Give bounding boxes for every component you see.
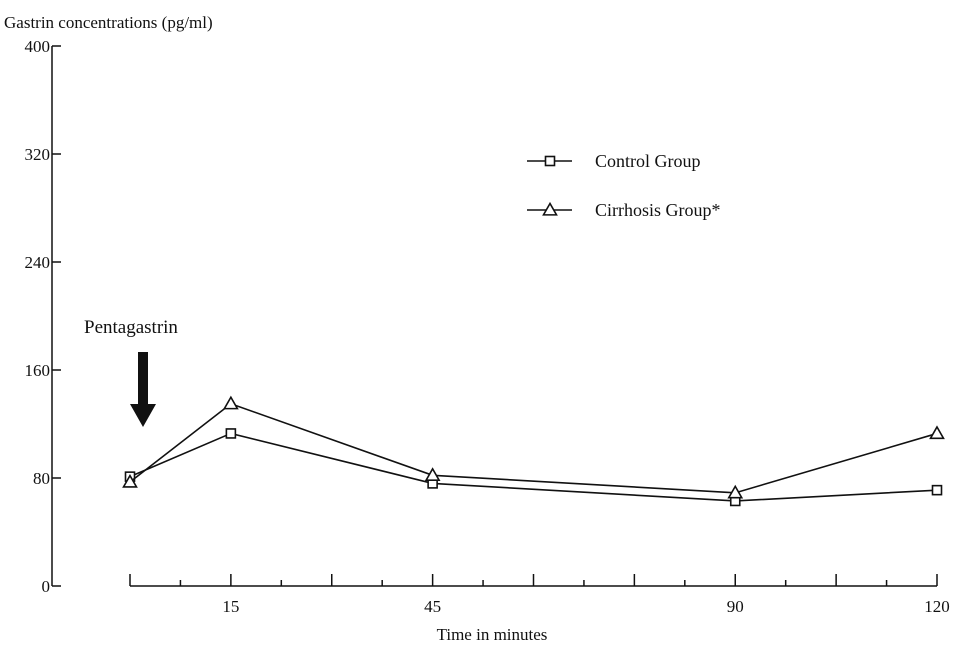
control-data-point <box>931 484 943 496</box>
x-tick-label: 90 <box>727 597 744 616</box>
legend-label-cirrhosis: Cirrhosis Group* <box>595 200 721 220</box>
axes: 0 80 160 240 320 400 15 45 90 120 <box>25 37 950 616</box>
x-tick-label: 45 <box>424 597 441 616</box>
y-tick-label: 320 <box>25 145 51 164</box>
control-data-point <box>225 428 237 439</box>
cirrhosis-data-point <box>727 484 744 499</box>
cirrhosis-data-point <box>424 467 441 481</box>
legend-marker-control <box>544 155 556 167</box>
cirrhosis-data-point <box>122 473 138 488</box>
y-tick-label: 0 <box>42 577 51 596</box>
legend: Control Group Cirrhosis Group* <box>527 151 721 220</box>
pentagastrin-annotation: Pentagastrin <box>84 317 178 427</box>
y-tick-label: 80 <box>33 469 50 488</box>
y-axis-title: Gastrin concentrations (pg/ml) <box>4 13 213 32</box>
legend-label-control: Control Group <box>595 151 701 171</box>
legend-marker-cirrhosis <box>542 201 558 216</box>
pentagastrin-label: Pentagastrin <box>84 317 178 338</box>
x-tick-label: 15 <box>222 597 239 616</box>
x-tick-label: 120 <box>924 597 950 616</box>
x-axis-title: Time in minutes <box>437 625 548 644</box>
cirrhosis-series-line <box>129 402 938 494</box>
cirrhosis-data-point <box>222 395 239 410</box>
down-arrow-icon <box>130 352 156 427</box>
cirrhosis-data-point <box>929 425 945 440</box>
y-tick-label: 240 <box>25 253 51 272</box>
series-layer <box>122 395 945 507</box>
control-series-line <box>129 432 938 502</box>
y-tick-label: 400 <box>25 37 51 56</box>
y-tick-label: 160 <box>25 361 51 380</box>
